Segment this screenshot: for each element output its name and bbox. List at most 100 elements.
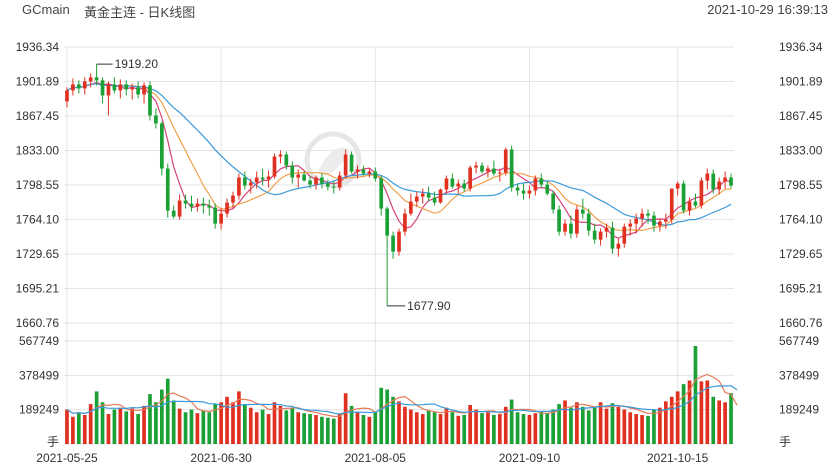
candlesticks[interactable]	[65, 64, 733, 306]
volume-bar	[551, 409, 555, 444]
volume-bar	[634, 414, 639, 444]
candle-body	[432, 197, 437, 203]
volume-bar	[367, 416, 372, 444]
candle-body	[65, 90, 69, 102]
volume-bar	[195, 413, 200, 444]
volume-moving-averages	[66, 373, 738, 417]
volume-bar	[361, 414, 366, 444]
date-tick-label: 2021-05-25	[36, 451, 98, 465]
volume-bar	[426, 410, 431, 444]
volume-bar	[94, 391, 99, 444]
candle-body	[237, 177, 241, 196]
volume-bar	[403, 406, 407, 444]
ma10-line	[66, 83, 732, 232]
candle-body	[94, 77, 99, 81]
candle-body	[515, 187, 520, 191]
candle-body	[207, 205, 212, 208]
candle-body	[379, 178, 384, 209]
volume-bar	[71, 416, 75, 444]
candle-body	[492, 168, 496, 174]
candle-body	[539, 178, 544, 185]
price-tick-label-left: 1729.65	[16, 247, 60, 261]
candle-body	[462, 183, 467, 189]
volume-bar	[302, 413, 306, 444]
volume-bar	[456, 415, 461, 444]
candle-body	[343, 154, 348, 176]
volume-bar	[136, 414, 140, 444]
candle-body	[106, 84, 111, 96]
volume-bar	[379, 387, 384, 444]
candle-body	[82, 81, 87, 89]
price-tick-label-left: 1833.00	[16, 144, 60, 158]
candle-body	[171, 210, 176, 217]
volume-bar	[385, 389, 389, 444]
candle-body	[586, 213, 591, 231]
candle-body	[545, 184, 550, 194]
candle-body	[367, 171, 372, 174]
volume-bar	[290, 407, 295, 444]
volume-bar	[112, 409, 117, 444]
candle-body	[610, 227, 615, 249]
volume-bar	[308, 414, 312, 444]
price-tick-label-right: 1729.65	[779, 247, 823, 261]
candle-body	[231, 195, 235, 203]
candle-body	[76, 84, 81, 89]
candle-body	[373, 171, 378, 179]
candle-body	[444, 178, 449, 190]
candle-body	[557, 209, 561, 232]
volume-bar	[723, 402, 727, 444]
candle-body	[118, 84, 123, 91]
volume-bar	[604, 408, 609, 444]
volume-bar	[687, 380, 692, 444]
volume-bar	[219, 402, 223, 444]
candle-body	[669, 188, 674, 220]
volume-bar	[509, 399, 514, 444]
volume-axis-right: 567749 378499 189249 手	[779, 334, 819, 449]
price-tick-label-left: 1798.55	[16, 178, 60, 192]
candle-body	[331, 186, 336, 188]
volume-bar	[492, 414, 496, 444]
volume-bar	[349, 405, 354, 444]
candle-body	[272, 156, 277, 177]
candle-body	[165, 168, 170, 211]
volume-tick-label-left: 189249	[19, 403, 59, 417]
volume-bar	[640, 414, 644, 444]
candle-body	[254, 177, 259, 183]
price-tick-label-right: 1695.21	[779, 282, 823, 296]
volume-bar	[450, 412, 455, 444]
volume-bars	[65, 346, 733, 444]
candle-body	[142, 85, 146, 95]
candle-body	[397, 231, 401, 252]
candle-body	[604, 227, 609, 232]
volume-bar	[314, 414, 318, 444]
date-tick-label: 2021-09-10	[499, 451, 561, 465]
candle-body	[88, 77, 93, 82]
volume-bar	[521, 414, 526, 444]
volume-bar	[598, 402, 603, 444]
candle-body	[414, 196, 419, 202]
volume-bar	[118, 407, 123, 444]
volume-bar	[569, 407, 573, 444]
candle-body	[130, 87, 135, 90]
volume-bar	[409, 409, 413, 444]
candle-body	[717, 181, 722, 190]
volume-tick-label-right: 189249	[779, 403, 819, 417]
candle-body	[391, 235, 395, 252]
volume-unit-right: 手	[779, 435, 791, 449]
volume-bar	[266, 414, 271, 444]
candle-body	[486, 168, 490, 172]
volume-bar	[65, 409, 69, 444]
volume-bar	[628, 412, 633, 444]
candle-body	[663, 219, 668, 222]
candle-body	[349, 154, 354, 172]
candle-body	[480, 165, 484, 172]
volume-bar	[563, 400, 567, 444]
volume-bar	[391, 396, 395, 444]
candle-body	[711, 173, 716, 190]
candle-body	[177, 200, 182, 217]
candle-body	[598, 231, 603, 240]
candle-body	[705, 173, 710, 181]
volume-bar	[669, 396, 674, 444]
candle-body	[326, 183, 330, 187]
